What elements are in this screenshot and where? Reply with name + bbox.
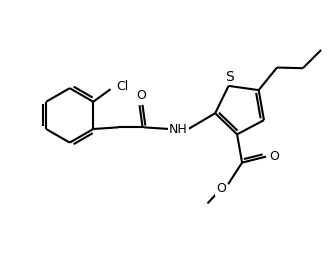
Text: Cl: Cl	[117, 80, 129, 93]
Text: NH: NH	[169, 123, 188, 136]
Text: O: O	[216, 182, 226, 195]
Text: O: O	[136, 89, 146, 102]
Text: S: S	[225, 70, 234, 84]
Text: O: O	[269, 150, 279, 163]
